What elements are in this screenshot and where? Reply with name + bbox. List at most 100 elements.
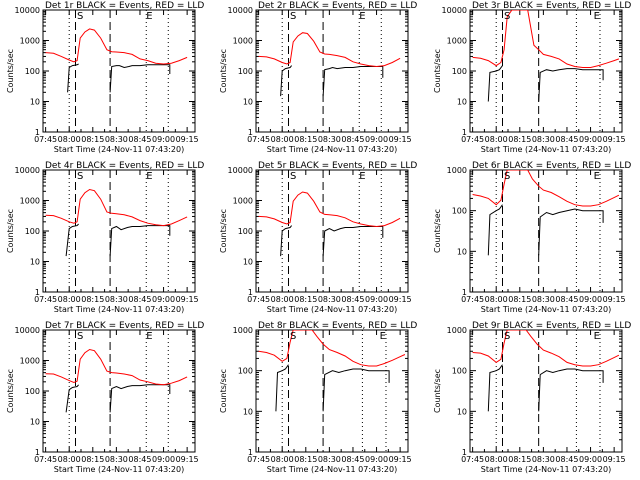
- y-tick-label: 1: [35, 288, 40, 297]
- y-tick-label: 1: [248, 448, 253, 457]
- end-marker: E: [594, 171, 600, 182]
- y-tick-label: 10: [243, 407, 253, 416]
- plot-frame: [255, 329, 409, 453]
- y-tick-label: 1: [462, 288, 467, 297]
- y-tick-label: 1000: [447, 166, 467, 175]
- start-marker: S: [290, 11, 296, 22]
- y-tick-label: 10: [243, 258, 253, 267]
- start-marker: S: [290, 171, 296, 182]
- detector-panel-1: Det 1r BLACK = Events, RED = LLD 1 10 100 10…: [6, 1, 204, 154]
- x-tick-label: 07:45: [247, 135, 270, 144]
- x-tick-label: 09:00: [579, 135, 602, 144]
- y-tick-label: 100: [238, 67, 253, 76]
- x-tick-label: 09:00: [579, 455, 602, 464]
- x-tick-label: 08:15: [81, 295, 104, 304]
- start-marker: S: [77, 331, 83, 342]
- x-tick-label: 07:45: [461, 135, 484, 144]
- y-tick-label: 100: [452, 207, 467, 216]
- events-series-line: [487, 65, 604, 102]
- y-tick-label: 10000: [15, 6, 40, 15]
- x-tick-label: 08:45: [128, 135, 151, 144]
- x-axis-label: Start Time (24-Nov-11 07:43:20): [54, 305, 184, 314]
- x-tick-label: 09:00: [365, 295, 388, 304]
- lld-series-line: [45, 28, 188, 65]
- y-tick-label: 1000: [447, 37, 467, 46]
- y-axis-label: Counts/sec: [6, 369, 15, 413]
- y-tick-label: 1000: [233, 37, 253, 46]
- x-tick-label: 08:30: [532, 295, 555, 304]
- x-axis-label: Start Time (24-Nov-11 07:43:20): [267, 145, 397, 154]
- y-tick-label: 10: [30, 418, 40, 427]
- x-tick-label: 09:15: [603, 295, 626, 304]
- y-tick-label: 10: [243, 98, 253, 107]
- x-tick-label: 08:45: [128, 295, 151, 304]
- x-tick-label: 08:15: [508, 455, 531, 464]
- plot-frame: [42, 9, 196, 133]
- events-series-line: [67, 63, 171, 93]
- events-series-line: [65, 384, 171, 413]
- end-marker: E: [594, 11, 600, 22]
- y-tick-label: 10: [457, 98, 467, 107]
- start-marker: S: [504, 11, 510, 22]
- events-series-line: [280, 65, 384, 97]
- y-axis-label: Counts/sec: [433, 369, 442, 413]
- y-tick-label: 1: [35, 448, 40, 457]
- y-tick-label: 100: [25, 227, 40, 236]
- plot-frame: [255, 169, 409, 293]
- start-marker: S: [504, 331, 510, 342]
- y-axis-label: Counts/sec: [219, 369, 228, 413]
- x-tick-label: 09:00: [365, 135, 388, 144]
- x-tick-label: 09:00: [152, 295, 175, 304]
- x-tick-label: 08:45: [341, 135, 364, 144]
- y-tick-label: 100: [452, 367, 467, 376]
- x-tick-label: 08:00: [485, 455, 508, 464]
- y-tick-label: 100: [238, 367, 253, 376]
- lld-series-line: [45, 348, 188, 386]
- x-axis-label: Start Time (24-Nov-11 07:43:20): [267, 305, 397, 314]
- x-tick-label: 08:15: [81, 135, 104, 144]
- detector-panel-2: Det 2r BLACK = Events, RED = LLD 1 10 100 10…: [219, 1, 417, 154]
- y-tick-label: 10000: [15, 326, 40, 335]
- y-tick-label: 10: [30, 98, 40, 107]
- detector-panel-7: Det 7r BLACK = Events, RED = LLD 1 10 100 10…: [6, 321, 204, 474]
- x-tick-label: 09:15: [176, 455, 199, 464]
- y-tick-label: 10: [457, 407, 467, 416]
- lld-series-line: [258, 330, 406, 367]
- x-tick-label: 08:00: [485, 135, 508, 144]
- x-tick-label: 09:15: [176, 135, 199, 144]
- plot-frame: [255, 9, 409, 133]
- end-marker: E: [380, 331, 386, 342]
- x-tick-label: 08:30: [318, 455, 341, 464]
- plot-frame: [42, 329, 196, 453]
- lld-series-line: [258, 191, 401, 228]
- x-tick-label: 07:45: [461, 455, 484, 464]
- lld-series-line: [472, 330, 620, 367]
- plot-frame: [469, 9, 623, 133]
- panel-title: Det 8r BLACK = Events, RED = LLD: [258, 321, 417, 331]
- x-tick-label: 08:00: [58, 295, 81, 304]
- x-tick-label: 08:45: [555, 295, 578, 304]
- detector-panel-5: Det 5r BLACK = Events, RED = LLD 1 10 100 10…: [219, 161, 417, 314]
- x-tick-label: 07:45: [34, 295, 57, 304]
- events-series-line: [280, 225, 384, 257]
- events-series-line: [275, 364, 390, 412]
- y-tick-label: 10000: [15, 166, 40, 175]
- y-tick-label: 1000: [233, 197, 253, 206]
- x-tick-label: 09:00: [579, 295, 602, 304]
- x-tick-label: 08:30: [532, 135, 555, 144]
- y-tick-label: 100: [25, 67, 40, 76]
- x-axis-label: Start Time (24-Nov-11 07:43:20): [267, 465, 397, 474]
- x-tick-label: 08:30: [105, 135, 128, 144]
- panel-title: Det 3r BLACK = Events, RED = LLD: [472, 1, 631, 11]
- y-axis-label: Counts/sec: [219, 49, 228, 93]
- events-series-line: [65, 223, 171, 257]
- y-axis-label: Counts/sec: [219, 209, 228, 253]
- x-tick-label: 08:30: [532, 455, 555, 464]
- y-tick-label: 10000: [442, 6, 467, 15]
- y-tick-label: 1000: [233, 326, 253, 335]
- plot-frame: [42, 169, 196, 293]
- x-tick-label: 08:30: [318, 135, 341, 144]
- x-tick-label: 07:45: [247, 295, 270, 304]
- y-axis-label: Counts/sec: [6, 49, 15, 93]
- x-tick-label: 08:45: [341, 455, 364, 464]
